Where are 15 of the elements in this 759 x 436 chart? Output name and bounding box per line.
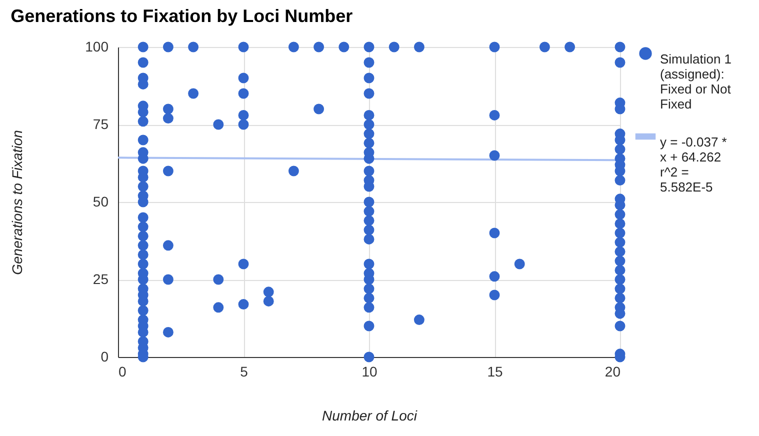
y-tick-label: 0: [100, 348, 109, 364]
x-tick-label: 5: [240, 364, 248, 380]
y-tick-label: 25: [92, 271, 109, 287]
chart-title: Generations to Fixation by Loci Number: [10, 6, 353, 26]
x-tick-label: 10: [362, 364, 378, 380]
y-tick-label: 50: [92, 194, 109, 210]
x-tick-label: 0: [118, 364, 126, 380]
legend-label: Simulation 1 (assigned): Fixed or Not Fixed: [660, 52, 732, 112]
y-tick-label: 75: [92, 116, 109, 132]
legend-label: y = -0.037 * x + 64.262 r^2 = 5.582E-5: [660, 134, 727, 194]
y-axis-title: Generations to Fixation: [9, 130, 26, 275]
x-tick-label: 20: [604, 364, 621, 380]
x-axis-title: Number of Loci: [322, 408, 418, 424]
y-tick-label: 100: [85, 38, 109, 54]
x-tick-label: 15: [487, 364, 503, 380]
